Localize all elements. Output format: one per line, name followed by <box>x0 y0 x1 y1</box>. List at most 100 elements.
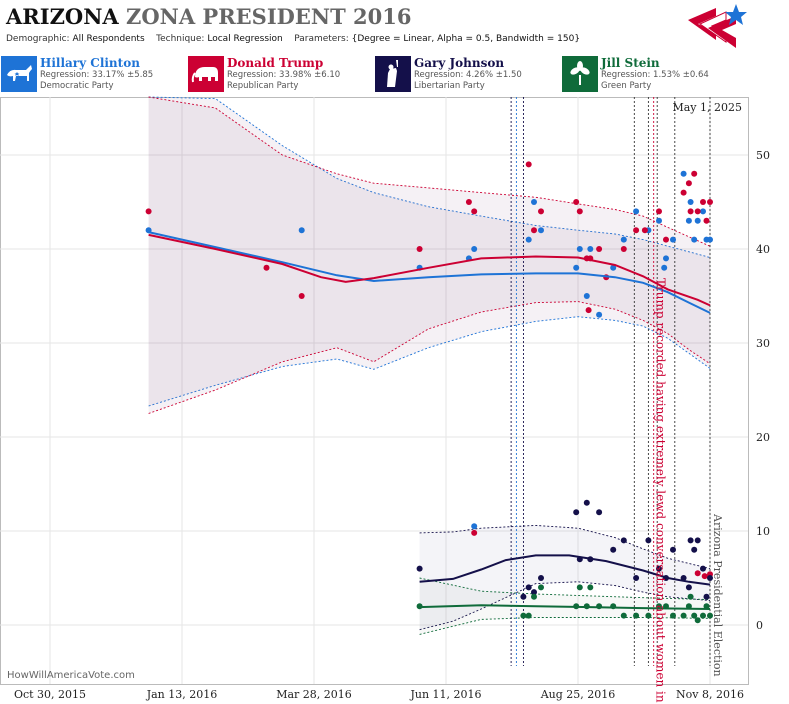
legend-regression: Regression: 33.17% ±5.85 <box>40 70 154 80</box>
poll-point <box>471 523 478 530</box>
title-race: ZONA PRESIDENT 2016 <box>126 4 412 29</box>
band-lower-edge <box>419 617 711 635</box>
poll-point <box>583 499 590 506</box>
poll-point <box>538 575 544 581</box>
poll-point <box>576 584 583 591</box>
poll-point <box>520 612 527 619</box>
trend-line-gary-johnson <box>419 554 711 586</box>
poll-point <box>694 617 701 624</box>
legend-regression: Regression: 33.98% ±6.10 <box>227 70 341 80</box>
poll-point <box>573 199 580 205</box>
poll-point <box>645 537 652 544</box>
poll-point <box>585 307 592 314</box>
poll-point <box>633 227 640 234</box>
y-tick-label: 40 <box>756 243 770 256</box>
plot-frame <box>0 97 749 685</box>
trend-lines <box>148 231 711 610</box>
demographic-label: Demographic: <box>6 34 70 44</box>
date-label: May 1, 2025 <box>672 101 742 114</box>
poll-point <box>620 537 627 544</box>
poll-point <box>525 584 532 591</box>
band-upper-edge <box>419 524 711 570</box>
poll-point <box>694 217 701 224</box>
annotation-lewd-tape: Trump recorded having extremely lewd con… <box>654 278 668 704</box>
band-hillary-clinton <box>148 97 711 406</box>
legend-party: Green Party <box>601 81 652 91</box>
poll-point <box>573 509 580 516</box>
legend-item-johnson[interactable]: Gary Johnson Regression: 4.26% ±1.50 Lib… <box>374 55 560 93</box>
poll-point <box>680 612 687 619</box>
poll-point <box>687 199 694 205</box>
poll-point <box>691 170 698 177</box>
poll-point <box>663 255 669 262</box>
poll-point <box>596 246 603 252</box>
poll-point <box>703 593 710 600</box>
trend-line-donald-trump <box>148 233 711 307</box>
legend-regression: Regression: 1.53% ±0.64 <box>601 70 709 80</box>
poll-point <box>620 246 627 252</box>
poll-point <box>707 612 713 619</box>
confidence-bands <box>148 96 711 635</box>
poll-point <box>531 199 537 205</box>
chart-header: ARIZONA ZONA PRESIDENT 2016 Demographic:… <box>0 0 789 58</box>
poll-point <box>707 575 713 581</box>
x-tick-label: Jun 11, 2016 <box>409 688 481 701</box>
demographic-value: All Respondents <box>72 34 145 44</box>
poll-point <box>576 208 583 215</box>
statue-of-liberty-icon <box>375 56 411 92</box>
poll-point <box>687 537 694 544</box>
candidate-legend: Hillary Clinton Regression: 33.17% ±5.85… <box>0 55 789 95</box>
poll-point <box>656 208 662 215</box>
poll-point <box>680 189 687 196</box>
poll-point <box>694 570 701 577</box>
band-upper-edge <box>148 96 711 258</box>
poll-point <box>145 208 152 215</box>
poll-point <box>680 170 687 177</box>
legend-item-trump[interactable]: Donald Trump Regression: 33.98% ±6.10 Re… <box>187 55 373 93</box>
page-title: ARIZONA ZONA PRESIDENT 2016 <box>6 4 411 29</box>
poll-point <box>670 546 676 553</box>
legend-item-stein[interactable]: Jill Stein Regression: 1.53% ±0.64 Green… <box>561 55 747 93</box>
poll-point <box>525 161 532 168</box>
poll-point <box>531 589 537 596</box>
poll-point <box>620 236 627 243</box>
legend-item-clinton[interactable]: Hillary Clinton Regression: 33.17% ±5.85… <box>0 55 186 93</box>
poll-point <box>538 208 544 215</box>
poll-point <box>620 612 627 619</box>
poll-point <box>701 573 708 580</box>
poll-point <box>687 208 694 215</box>
band-lower-edge <box>148 301 711 414</box>
y-tick-label: 20 <box>756 431 770 444</box>
poll-point <box>633 612 640 619</box>
legend-regression: Regression: 4.26% ±1.50 <box>414 70 522 80</box>
poll-point <box>707 199 713 205</box>
poll-point <box>670 612 676 619</box>
donkey-icon <box>1 56 37 92</box>
x-tick-label: Aug 25, 2016 <box>540 688 616 701</box>
poll-point <box>685 180 692 187</box>
poll-point <box>703 217 710 224</box>
poll-point <box>707 236 713 243</box>
poll-point <box>587 584 594 591</box>
band-donald-trump <box>148 97 711 414</box>
annotation-election: Arizona Presidential Election <box>711 513 724 677</box>
poll-points <box>145 161 713 624</box>
elephant-icon <box>188 56 224 92</box>
legend-party: Republican Party <box>227 81 299 91</box>
poll-point <box>687 593 694 600</box>
poll-point <box>700 199 706 205</box>
x-tick-label: Mar 28, 2016 <box>276 688 352 701</box>
poll-point <box>680 575 687 581</box>
site-logo-icon <box>688 4 747 48</box>
legend-name: Gary Johnson <box>414 56 505 70</box>
poll-point <box>416 565 423 572</box>
poll-point <box>694 208 701 215</box>
poll-point <box>531 593 537 600</box>
poll-point <box>645 612 652 619</box>
legend-name: Hillary Clinton <box>40 56 140 70</box>
poll-point <box>691 612 698 619</box>
event-lines <box>510 97 711 666</box>
parameters-label: Parameters: <box>294 34 349 44</box>
poll-point <box>263 264 270 271</box>
